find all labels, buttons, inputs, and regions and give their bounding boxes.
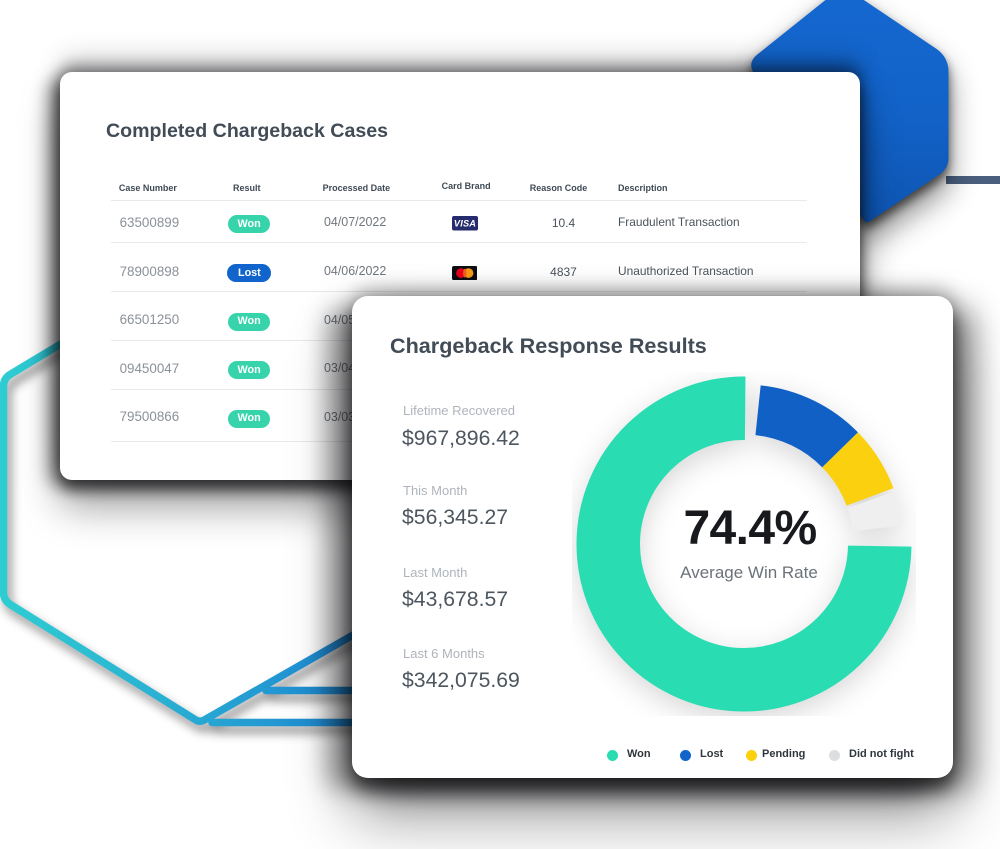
svg-text:VISA: VISA	[454, 219, 476, 229]
